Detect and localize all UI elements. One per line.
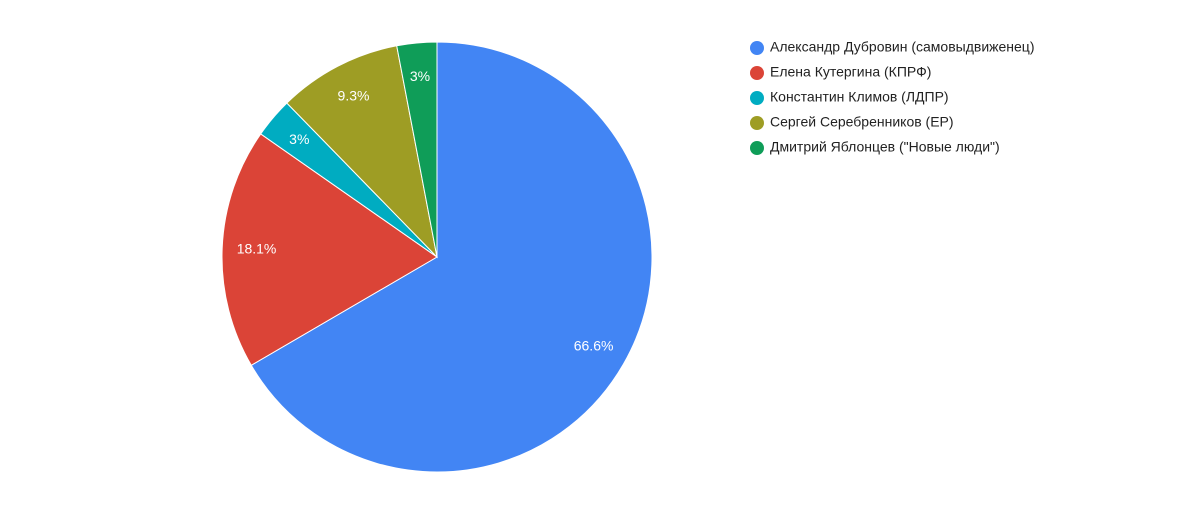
slice-label: 18.1% — [237, 240, 277, 256]
pie-slice — [396, 41, 438, 258]
legend-label: Сергей Серебренников (ЕР) — [770, 114, 954, 130]
legend-label: Дмитрий Яблонцев ("Новые люди") — [770, 139, 1000, 155]
legend-label: Александр Дубровин (самовыдвиженец) — [770, 39, 1035, 55]
legend-marker — [750, 116, 764, 130]
legend-marker — [750, 91, 764, 105]
pie-slice — [286, 45, 438, 259]
pie-slice — [250, 41, 653, 473]
legend-marker — [750, 141, 764, 155]
slice-label: 9.3% — [338, 88, 370, 104]
slice-label: 66.6% — [574, 338, 614, 354]
legend-marker — [750, 41, 764, 55]
legend-marker — [750, 66, 764, 80]
slice-label: 3% — [289, 131, 309, 147]
pie-slice — [221, 133, 438, 366]
slice-label: 3% — [410, 68, 430, 84]
legend-label: Константин Климов (ЛДПР) — [770, 89, 949, 105]
legend-label: Елена Кутергина (КПРФ) — [770, 64, 931, 80]
